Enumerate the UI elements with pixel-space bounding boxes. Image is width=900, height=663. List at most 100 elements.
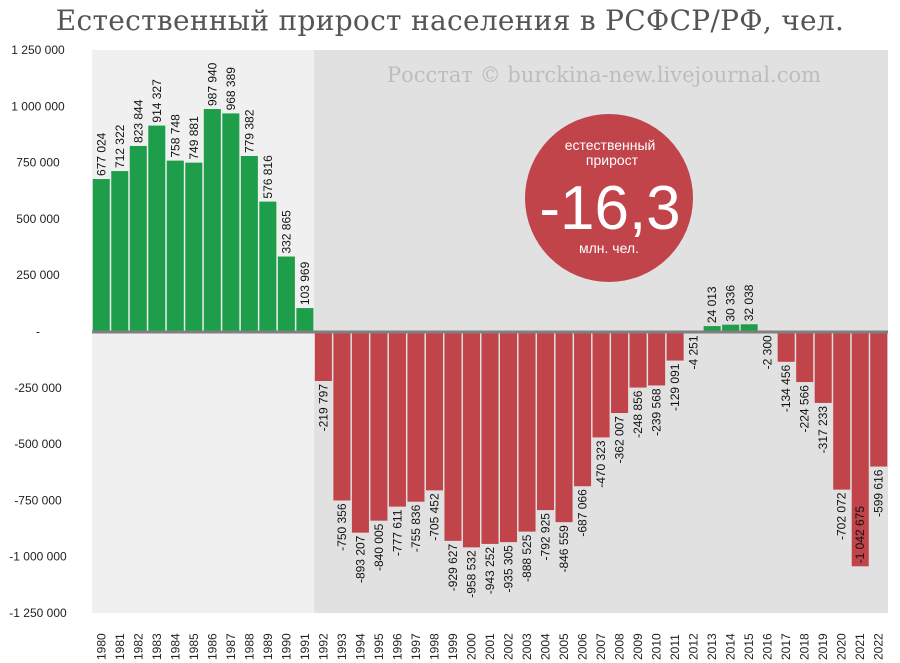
data-label-1982: 823 844 [131,99,145,143]
bar-1988 [240,155,258,332]
year-label-1992: 1992 [316,633,330,660]
data-label-2013: 24 013 [705,286,719,323]
year-label-1986: 1986 [205,633,219,660]
bar-1997 [407,331,425,502]
data-label-2002: -935 305 [502,545,516,593]
data-label-2015: 32 038 [742,284,756,321]
bar-2007 [592,331,610,438]
data-label-2006: -687 066 [576,489,590,537]
y-tick-label: 250 000 [16,268,60,282]
watermark-text: Росстат © burckina-new.livejournal.com [387,63,821,87]
data-label-2010: -239 568 [650,388,664,436]
year-label-2012: 2012 [687,633,701,660]
data-label-2014: 30 336 [724,285,738,322]
data-label-1999: -929 627 [446,544,460,592]
year-label-1982: 1982 [131,633,145,660]
y-tick-label: 750 000 [16,156,60,170]
data-label-1998: -705 452 [427,493,441,541]
bar-2021 [851,331,869,567]
bar-1994 [351,331,369,533]
year-label-2000: 2000 [464,633,478,660]
bar-2000 [462,331,481,548]
year-label-1997: 1997 [409,633,423,660]
data-label-1985: 749 881 [187,116,201,160]
total-badge: естественный прирост -16,3 млн. чел. [525,114,693,282]
badge-top-line-1: естественный [565,137,656,153]
data-label-2022: -599 616 [872,469,886,517]
year-label-2021: 2021 [853,633,867,660]
year-label-1989: 1989 [261,633,275,660]
data-label-1981: 712 322 [113,124,127,168]
y-tick-label: 500 000 [16,212,60,226]
data-labels: 677 024 712 322 823 844 914 327 758 748 749 8… [94,62,885,597]
bar-1992 [314,331,332,381]
badge-top-line-2: прирост [586,152,639,168]
data-label-2016: -2 300 [761,335,775,369]
data-label-1989: 576 816 [261,155,275,199]
y-axis-ticks: 1 250 000 1 000 000 750 000 500 000 250 000 -… [9,43,67,620]
bar-1980 [92,179,110,332]
data-label-2012: -4 251 [687,335,701,369]
bar-2003 [518,331,536,532]
bar-2014 [722,324,740,332]
data-label-1987: 968 389 [224,67,238,111]
data-label-1992: -219 797 [316,384,330,432]
data-label-1995: -840 005 [372,523,386,571]
bar-2022 [870,331,888,467]
data-label-2005: -846 559 [557,525,571,573]
y-tick-label: 1 250 000 [11,43,65,57]
bar-2001 [481,331,499,544]
year-label-2017: 2017 [779,633,793,660]
badge-value: -16,3 [539,174,680,243]
bar-1995 [370,331,388,521]
badge-bottom-text: млн. чел. [579,240,639,256]
bar-1991 [296,308,314,332]
year-label-2001: 2001 [483,633,497,660]
bar-2017 [777,331,795,362]
year-label-2022: 2022 [872,633,886,660]
bar-1989 [259,201,277,332]
bar-2006 [574,331,592,487]
bar-1982 [129,145,147,332]
data-label-2004: -792 925 [539,513,553,561]
year-label-1984: 1984 [168,633,182,660]
bar-1990 [277,256,295,332]
year-label-2004: 2004 [539,633,553,660]
year-label-2016: 2016 [761,633,775,660]
data-label-2001: -943 252 [483,547,497,595]
bar-1981 [111,171,129,332]
year-label-1993: 1993 [335,633,349,660]
year-label-2013: 2013 [705,633,719,660]
year-label-1995: 1995 [372,633,386,660]
bar-2015 [740,324,758,332]
data-label-1980: 677 024 [94,132,108,176]
badge-top-text: естественный прирост [565,137,660,168]
year-label-2018: 2018 [798,633,812,660]
y-tick-label: 1 000 000 [11,99,65,113]
bar-1986 [203,109,221,332]
data-label-1994: -893 207 [353,535,367,583]
data-label-1993: -750 356 [335,503,349,551]
data-label-1983: 914 327 [150,79,164,123]
year-label-1996: 1996 [390,633,404,660]
data-label-1996: -777 611 [390,509,404,556]
data-label-1986: 987 940 [205,62,219,106]
year-label-1985: 1985 [187,633,201,660]
bar-2018 [796,331,814,383]
data-label-1984: 758 748 [168,114,182,158]
bar-1996 [388,331,406,507]
year-label-2014: 2014 [724,633,738,660]
data-label-1991: 103 969 [298,261,312,305]
data-label-2008: -362 007 [613,416,627,464]
x-axis-year-labels: 1980 1981 1982 1983 1984 1985 1986 1987 1988 1989… [94,633,885,660]
year-label-2008: 2008 [613,633,627,660]
year-label-2009: 2009 [631,633,645,660]
bar-2010 [648,331,666,386]
bar-2009 [629,331,647,388]
bar-2020 [833,331,851,490]
bar-1983 [148,125,166,332]
data-label-2007: -470 323 [594,440,608,488]
data-label-1997: -755 836 [409,504,423,552]
year-label-2005: 2005 [557,633,571,660]
